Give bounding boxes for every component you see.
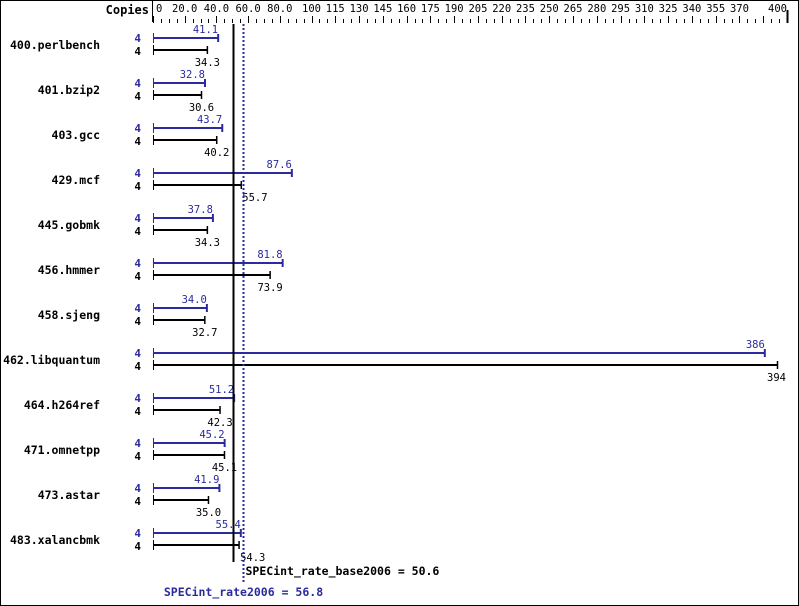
- base-value-label: 394: [767, 372, 786, 384]
- x-tick-label: 370: [730, 3, 749, 15]
- x-tick-label: 250: [540, 3, 559, 15]
- x-tick-label: 190: [445, 3, 464, 15]
- peak-copies: 4: [134, 167, 141, 180]
- base-copies: 4: [134, 360, 141, 373]
- base-value-label: 35.0: [196, 507, 221, 519]
- peak-copies: 4: [134, 482, 141, 495]
- benchmark-label: 400.perlbench: [10, 38, 100, 52]
- x-tick-label: 60.0: [235, 3, 260, 15]
- x-tick-label: 280: [587, 3, 606, 15]
- peak-value-label: 87.6: [267, 159, 292, 171]
- base-reference-label: SPECint_rate_base2006 = 50.6: [246, 564, 440, 579]
- x-tick-label: 0: [156, 3, 162, 15]
- peak-value-label: 51.2: [209, 384, 234, 396]
- benchmark-label: 473.astar: [38, 488, 100, 502]
- peak-value-label: 41.9: [194, 474, 219, 486]
- base-value-label: 32.7: [192, 327, 217, 339]
- base-copies: 4: [134, 315, 141, 328]
- base-copies: 4: [134, 495, 141, 508]
- base-copies: 4: [134, 180, 141, 193]
- peak-copies: 4: [134, 77, 141, 90]
- peak-copies: 4: [134, 347, 141, 360]
- benchmark-label: 403.gcc: [52, 128, 100, 142]
- benchmark-label: 483.xalancbmk: [10, 533, 100, 547]
- x-tick-label: 130: [350, 3, 369, 15]
- x-tick-label: 20.0: [172, 3, 197, 15]
- base-value-label: 73.9: [257, 282, 282, 294]
- peak-copies: 4: [134, 257, 141, 270]
- x-tick-label: 295: [611, 3, 630, 15]
- peak-copies: 4: [134, 212, 141, 225]
- base-copies: 4: [134, 90, 141, 103]
- base-value-label: 30.6: [189, 102, 214, 114]
- base-copies: 4: [134, 225, 141, 238]
- x-tick-label: 100: [302, 3, 321, 15]
- peak-value-label: 55.4: [216, 519, 241, 531]
- base-copies: 4: [134, 270, 141, 283]
- x-tick-label: 310: [635, 3, 654, 15]
- base-value-label: 40.2: [204, 147, 229, 159]
- x-tick-label: 235: [516, 3, 535, 15]
- base-copies: 4: [134, 450, 141, 463]
- base-value-label: 34.3: [195, 237, 220, 249]
- x-tick-label: 115: [326, 3, 345, 15]
- benchmark-label: 445.gobmk: [38, 218, 100, 232]
- peak-reference-label: SPECint_rate2006 = 56.8: [164, 585, 323, 600]
- benchmark-label: 464.h264ref: [24, 398, 100, 412]
- x-tick-label: 325: [659, 3, 678, 15]
- peak-value-label: 386: [746, 339, 765, 351]
- peak-value-label: 45.2: [199, 429, 224, 441]
- peak-value-label: 43.7: [197, 114, 222, 126]
- peak-value-label: 41.1: [193, 24, 218, 36]
- benchmark-label: 401.bzip2: [38, 83, 100, 97]
- peak-value-label: 37.8: [188, 204, 213, 216]
- x-tick-label: 400: [768, 3, 787, 15]
- x-tick-label: 145: [373, 3, 392, 15]
- x-tick-label: 40.0: [204, 3, 229, 15]
- peak-value-label: 81.8: [257, 249, 282, 261]
- x-tick-label: 80.0: [267, 3, 292, 15]
- x-tick-label: 340: [682, 3, 701, 15]
- x-tick-label: 355: [706, 3, 725, 15]
- peak-copies: 4: [134, 32, 141, 45]
- x-tick-label: 220: [492, 3, 511, 15]
- benchmark-label: 462.libquantum: [3, 353, 100, 367]
- base-copies: 4: [134, 405, 141, 418]
- base-copies: 4: [134, 45, 141, 58]
- benchmark-label: 471.omnetpp: [24, 443, 100, 457]
- peak-copies: 4: [134, 392, 141, 405]
- x-tick-label: 175: [421, 3, 440, 15]
- base-value-label: 34.3: [195, 57, 220, 69]
- base-value-label: 42.3: [207, 417, 232, 429]
- base-value-label: 45.1: [212, 462, 237, 474]
- peak-value-label: 32.8: [180, 69, 205, 81]
- peak-copies: 4: [134, 122, 141, 135]
- x-tick-label: 205: [468, 3, 487, 15]
- copies-header: Copies: [106, 3, 149, 17]
- base-copies: 4: [134, 135, 141, 148]
- base-copies: 4: [134, 540, 141, 553]
- peak-copies: 4: [134, 527, 141, 540]
- base-value-label: 55.7: [242, 192, 267, 204]
- x-tick-label: 160: [397, 3, 416, 15]
- benchmark-label: 429.mcf: [52, 173, 101, 187]
- peak-copies: 4: [134, 437, 141, 450]
- x-tick-label: 265: [564, 3, 583, 15]
- benchmark-label: 456.hmmer: [38, 263, 100, 277]
- benchmark-label: 458.sjeng: [38, 308, 100, 322]
- peak-value-label: 34.0: [182, 294, 207, 306]
- peak-copies: 4: [134, 302, 141, 315]
- base-value-label: 54.3: [240, 552, 265, 564]
